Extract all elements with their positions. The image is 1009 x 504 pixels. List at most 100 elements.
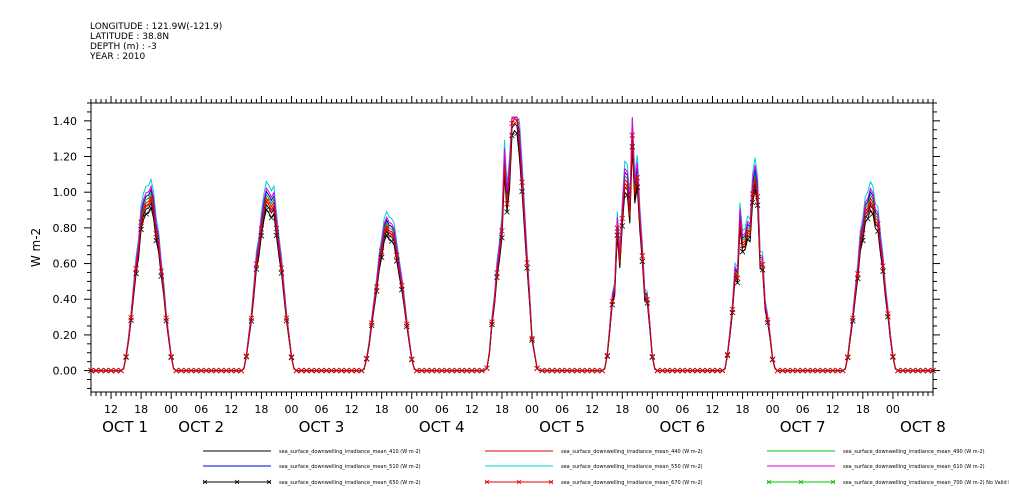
series-marker <box>238 367 245 374</box>
series-marker <box>188 367 195 374</box>
series-marker <box>213 367 220 374</box>
series-marker <box>444 367 450 374</box>
series-marker <box>484 365 490 371</box>
series-marker <box>885 311 891 317</box>
series-marker <box>504 209 510 215</box>
series-marker <box>719 367 726 374</box>
series-marker <box>850 315 856 322</box>
series-marker <box>689 367 696 374</box>
y-tick-label: 0.20 <box>53 329 78 342</box>
series-marker <box>373 288 380 294</box>
series-marker <box>163 315 169 321</box>
series-marker <box>494 269 500 276</box>
series-marker <box>449 367 455 374</box>
series-marker <box>283 315 290 321</box>
series-marker <box>584 367 590 374</box>
series-marker <box>489 319 495 325</box>
series-marker <box>138 219 144 225</box>
series-marker <box>343 367 350 374</box>
series-marker <box>168 353 174 360</box>
series-line-4 <box>91 116 933 372</box>
series-marker <box>910 367 916 374</box>
series-marker <box>474 367 480 374</box>
series-marker <box>870 202 876 209</box>
series-marker <box>799 367 806 374</box>
y-tick-label: 1.40 <box>53 115 78 128</box>
series-marker <box>148 196 154 203</box>
series-marker <box>654 367 661 374</box>
series-marker <box>108 367 114 374</box>
series-marker <box>704 367 711 374</box>
series-marker <box>744 229 751 236</box>
series-marker <box>499 234 505 241</box>
x-date-label: OCT 1 <box>102 418 148 436</box>
series-marker <box>674 367 681 374</box>
series-marker <box>388 238 395 244</box>
series-marker <box>233 367 240 374</box>
series-marker <box>579 367 585 374</box>
legend-label-4: sea_surface_downwelling_irradiance_mean_… <box>561 464 703 470</box>
series-marker <box>398 286 405 293</box>
series-marker <box>629 132 636 138</box>
x-tick-label: 00 <box>645 403 659 416</box>
series-marker <box>318 367 325 374</box>
x-tick-label: 00 <box>164 403 178 416</box>
legend-marker <box>766 479 772 485</box>
series-marker <box>759 261 766 268</box>
series-marker <box>779 367 786 374</box>
series-marker <box>860 230 866 237</box>
series-marker <box>253 261 260 267</box>
series-marker <box>794 367 801 374</box>
legend-label-8: sea_surface_downwelling_irradiance_mean_… <box>843 480 1009 486</box>
series-marker <box>694 367 701 374</box>
series-marker <box>920 367 926 374</box>
series-marker <box>544 367 550 374</box>
x-tick-label: 12 <box>224 403 238 416</box>
series-line-1 <box>91 116 933 372</box>
series-marker <box>208 367 215 374</box>
series-marker <box>624 183 631 189</box>
x-tick-label: 00 <box>284 403 298 416</box>
series-marker <box>669 367 676 374</box>
series-marker <box>348 367 355 374</box>
series-marker <box>293 367 300 374</box>
series-marker <box>589 367 595 374</box>
legend-marker <box>234 479 240 485</box>
series-marker <box>539 367 545 374</box>
series-marker <box>519 179 525 186</box>
series-marker <box>388 231 395 238</box>
series-marker <box>639 253 646 259</box>
legend: sea_surface_downwelling_irradiance_mean_… <box>202 449 1009 486</box>
x-date-label: OCT 8 <box>900 418 946 436</box>
series-marker <box>789 367 796 374</box>
legend-marker <box>484 479 490 485</box>
series-marker <box>153 231 159 237</box>
series-marker <box>890 353 896 360</box>
y-tick-label: 0.80 <box>53 222 78 235</box>
x-tick-label: 06 <box>675 403 689 416</box>
series-marker <box>278 265 285 271</box>
series-marker <box>684 367 691 374</box>
x-date-label: OCT 7 <box>780 418 826 436</box>
series-marker <box>383 225 390 232</box>
series-marker <box>358 367 365 374</box>
y-tick-label: 1.20 <box>53 151 78 164</box>
x-tick-label: 12 <box>705 403 719 416</box>
series-marker <box>905 367 911 374</box>
legend-marker <box>202 479 208 485</box>
series-marker <box>604 352 611 359</box>
series-marker <box>403 321 410 327</box>
series-marker <box>223 367 230 374</box>
series-marker <box>865 215 871 222</box>
x-date-label: OCT 6 <box>659 418 705 436</box>
series-marker <box>368 320 375 326</box>
x-tick-label: 18 <box>375 403 389 416</box>
series-marker <box>113 367 119 374</box>
series-marker <box>875 221 881 227</box>
y-tick-label: 1.00 <box>53 186 78 199</box>
series-marker <box>509 132 515 139</box>
series-marker <box>133 265 139 272</box>
series-marker <box>268 214 275 221</box>
series-marker <box>429 367 435 374</box>
series-marker <box>865 208 871 214</box>
